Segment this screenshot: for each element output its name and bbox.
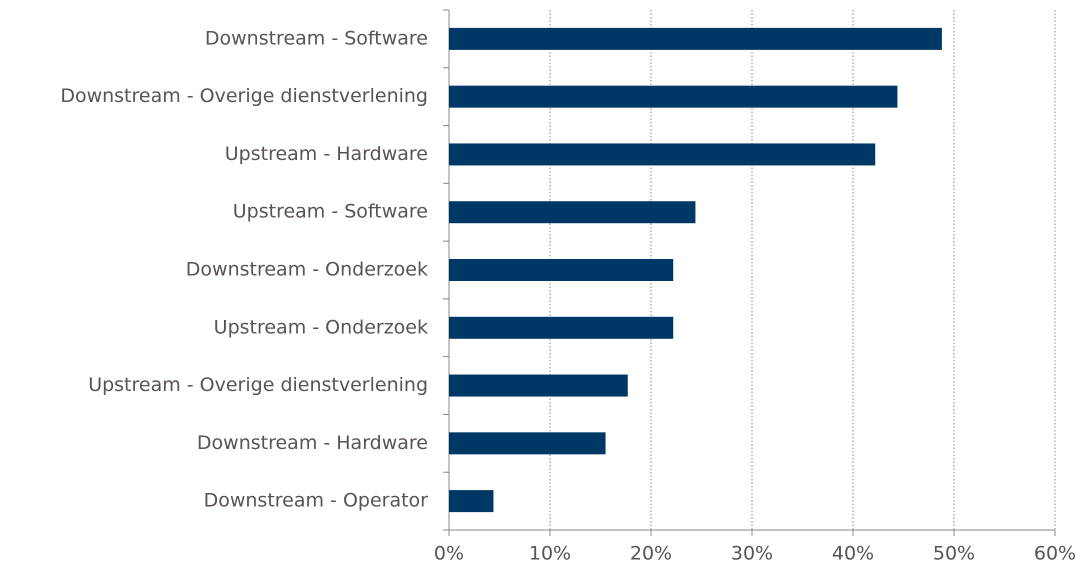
x-tick-label: 40% xyxy=(832,543,874,565)
y-tick-label: Upstream - Hardware xyxy=(225,143,428,165)
bar xyxy=(449,432,606,455)
y-tick-label: Downstream - Overige dienstverlening xyxy=(60,85,428,107)
bar xyxy=(449,27,942,50)
x-tick-label: 0% xyxy=(434,543,464,565)
y-tick-label: Upstream - Overige dienstverlening xyxy=(88,374,428,396)
y-tick-label: Upstream - Software xyxy=(233,201,428,223)
bar xyxy=(449,490,494,513)
y-tick-label: Downstream - Onderzoek xyxy=(186,259,428,281)
bar xyxy=(449,143,876,166)
x-tick-label: 10% xyxy=(529,543,571,565)
y-tick-label: Downstream - Software xyxy=(205,27,428,49)
y-tick-label: Downstream - Operator xyxy=(204,490,429,512)
bar xyxy=(449,259,674,281)
bar xyxy=(449,316,674,339)
bar xyxy=(449,374,628,397)
x-tick-label: 30% xyxy=(731,543,773,565)
bar xyxy=(449,85,898,108)
y-tick-label: Upstream - Onderzoek xyxy=(214,316,428,338)
x-tick-label: 60% xyxy=(1034,543,1076,565)
x-tick-label: 20% xyxy=(630,543,672,565)
x-tick-label: 50% xyxy=(933,543,975,565)
bar xyxy=(449,201,696,224)
y-tick-label: Downstream - Hardware xyxy=(197,432,428,454)
